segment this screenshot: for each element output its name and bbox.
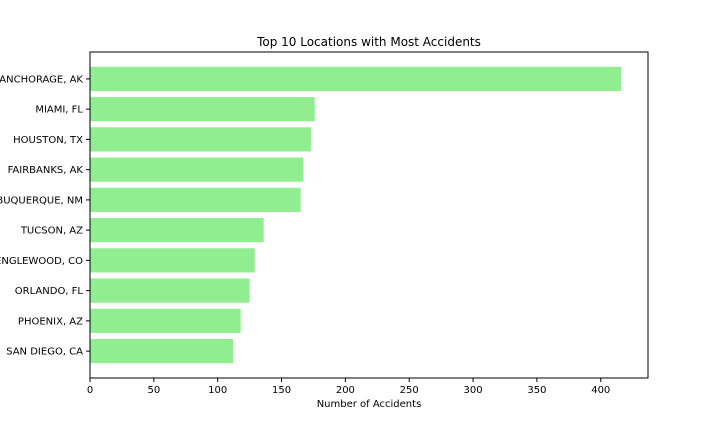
x-axis: 0 50 100 150 200 250 300 350 400	[87, 378, 610, 396]
y-tick-label: TUCSON, AZ	[20, 226, 83, 237]
y-tick-label: ORLANDO, FL	[15, 286, 84, 297]
y-tick-label: FAIRBANKS, AK	[8, 165, 84, 176]
bar	[90, 127, 311, 152]
y-axis: ANCHORAGE, AK MIAMI, FL HOUSTON, TX FAIRBAN…	[0, 74, 90, 358]
bar	[90, 157, 304, 182]
bar	[90, 97, 315, 122]
chart-title: Top 10 Locations with Most Accidents	[256, 35, 481, 49]
x-tick-label: 0	[87, 385, 93, 396]
y-tick-label: ALBUQUERQUE, NM	[0, 195, 83, 206]
x-tick-label: 350	[527, 385, 546, 396]
plot-frame	[89, 51, 649, 379]
bar	[90, 187, 301, 212]
x-tick-label: 250	[400, 385, 419, 396]
x-tick-label: 400	[591, 385, 610, 396]
y-tick-label: MIAMI, FL	[35, 105, 83, 116]
x-tick-label: 150	[272, 385, 291, 396]
x-tick-label: 300	[464, 385, 483, 396]
bar	[90, 218, 264, 243]
x-tick-label: 200	[336, 385, 355, 396]
x-tick-label: 100	[208, 385, 227, 396]
y-tick-label: SAN DIEGO, CA	[6, 347, 83, 358]
y-tick-label: ANCHORAGE, AK	[0, 74, 83, 85]
bar	[90, 338, 234, 364]
y-tick-label: ENGLEWOOD, CO	[0, 256, 83, 267]
bar	[90, 278, 250, 303]
x-axis-label: Number of Accidents	[317, 399, 422, 410]
bar	[90, 248, 255, 273]
bar	[90, 308, 241, 333]
bars-layer	[90, 66, 622, 364]
y-tick-label: HOUSTON, TX	[13, 135, 83, 146]
y-tick-label: PHOENIX, AZ	[18, 316, 83, 327]
x-tick-label: 50	[147, 385, 160, 396]
bar	[90, 66, 622, 92]
